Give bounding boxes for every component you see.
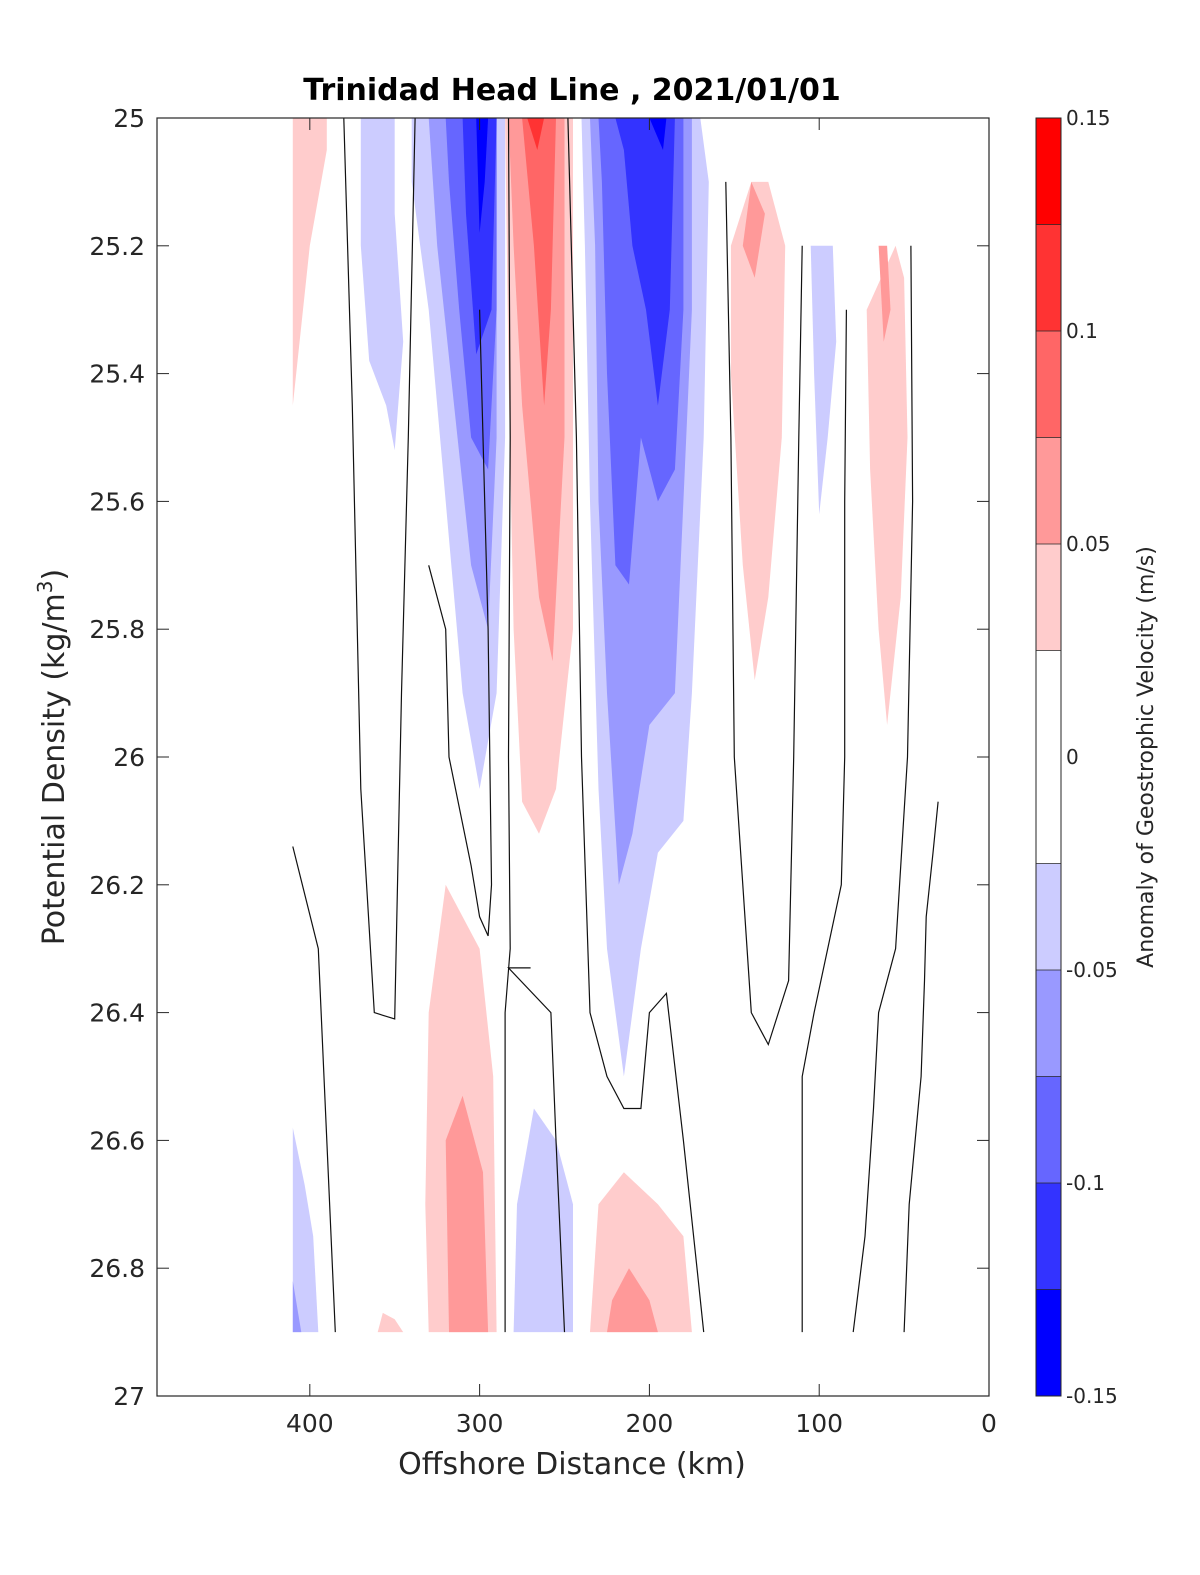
colorbar-swatch-1 <box>1036 1183 1061 1290</box>
y-tick-label-5: 26 <box>113 743 145 772</box>
y-tick-label-3: 25.6 <box>89 487 145 516</box>
zero-contour-line-3 <box>504 117 511 1333</box>
contour-region-28 <box>377 1312 404 1333</box>
contour-region-15 <box>649 118 667 150</box>
contour-region-14 <box>615 118 675 406</box>
contour-region-5 <box>462 118 497 355</box>
contour-region-9 <box>522 118 556 406</box>
x-tick-label-0: 400 <box>286 1409 334 1438</box>
y-tick-label-4: 25.8 <box>89 615 145 644</box>
zero-contour-line-4 <box>507 967 566 1333</box>
colorbar-title: Anomaly of Geostrophic Velocity (m/s) <box>1134 546 1159 968</box>
colorbar-frame <box>1035 117 1062 1397</box>
contour-region-0 <box>292 118 327 406</box>
y-tick-label-6: 26.2 <box>89 871 145 900</box>
chart-title: Trinidad Head Line , 2021/01/01 <box>303 73 840 108</box>
colorbar-tick-label-1: 0.1 <box>1066 319 1098 343</box>
contour-region-1 <box>360 118 404 451</box>
y-axis-title-main: Potential Density (kg/m <box>37 593 72 945</box>
colorbar-tick-label-3: 0 <box>1066 745 1079 769</box>
colorbar-swatch-0 <box>1036 1289 1061 1396</box>
y-tick-label-1: 25.2 <box>89 232 145 261</box>
colorbar: 0.15 0.1 0.05 0 -0.05 -0.1 -0.15 <box>1035 106 1118 1408</box>
colorbar-tick-label-0: 0.15 <box>1066 106 1111 130</box>
x-tick-label-4: 0 <box>981 1409 997 1438</box>
colorbar-tick-label-5: -0.1 <box>1066 1171 1105 1195</box>
zero-contour-line-9 <box>903 801 939 1333</box>
contour-region-27 <box>292 1281 302 1333</box>
colorbar-swatch-10 <box>1036 118 1061 225</box>
zero-contour-line-0 <box>343 117 416 1020</box>
colorbar-swatch-3 <box>1036 970 1061 1077</box>
y-axis-title: Potential Density (kg/m3) <box>33 569 72 945</box>
colorbar-tick-label-6: -0.15 <box>1066 1384 1118 1408</box>
zero-contour-line-7 <box>801 309 848 1333</box>
contour-region-10 <box>527 118 545 150</box>
y-axis-title-sup: 3 <box>33 580 57 593</box>
y-tick-label-7: 26.4 <box>89 999 145 1028</box>
axis-ticks: 400 300 200 100 0 25 25.2 25.4 25.6 25.8 26 26.2 26.… <box>89 104 997 1438</box>
contour-fill-regions <box>292 118 908 1333</box>
colorbar-swatch-6 <box>1036 544 1061 651</box>
colorbar-swatch-9 <box>1036 224 1061 331</box>
contour-region-16 <box>730 181 786 681</box>
zero-contour-line-5 <box>567 117 705 1333</box>
contour-region-19 <box>866 245 908 726</box>
x-axis-title: Offshore Distance (km) <box>398 1447 746 1482</box>
y-tick-label-0: 25 <box>113 104 145 133</box>
x-tick-label-3: 100 <box>795 1409 843 1438</box>
x-tick-label-1: 300 <box>456 1409 504 1438</box>
contour-region-6 <box>476 118 489 233</box>
contour-region-17 <box>742 181 765 278</box>
contour-region-18 <box>810 245 837 515</box>
y-tick-label-2: 25.4 <box>89 360 145 389</box>
colorbar-swatch-8 <box>1036 331 1061 438</box>
contour-region-24 <box>590 1172 692 1333</box>
contour-region-20 <box>878 245 891 342</box>
colorbar-swatch-7 <box>1036 437 1061 544</box>
y-tick-label-9: 26.8 <box>89 1254 145 1283</box>
zero-contour-lines <box>292 117 939 1333</box>
zero-contour-line-1 <box>292 846 336 1333</box>
colorbar-swatch-2 <box>1036 1076 1061 1183</box>
zero-contour-line-6 <box>725 181 803 1047</box>
x-tick-label-2: 200 <box>626 1409 674 1438</box>
contour-region-26 <box>292 1127 319 1333</box>
colorbar-tick-label-2: 0.05 <box>1066 532 1111 556</box>
zero-contour-line-8 <box>852 245 914 1333</box>
y-axis-title-close: ) <box>37 569 72 581</box>
zero-contour-line-2 <box>428 309 493 937</box>
y-tick-label-8: 26.6 <box>89 1126 145 1155</box>
contour-region-23 <box>513 1108 573 1333</box>
contour-region-25 <box>607 1268 658 1333</box>
y-tick-label-10: 27 <box>113 1382 145 1411</box>
contour-region-22 <box>445 1095 489 1333</box>
colorbar-tick-label-4: -0.05 <box>1066 958 1118 982</box>
colorbar-swatch-4 <box>1036 863 1061 970</box>
colorbar-swatch-5 <box>1036 650 1061 864</box>
